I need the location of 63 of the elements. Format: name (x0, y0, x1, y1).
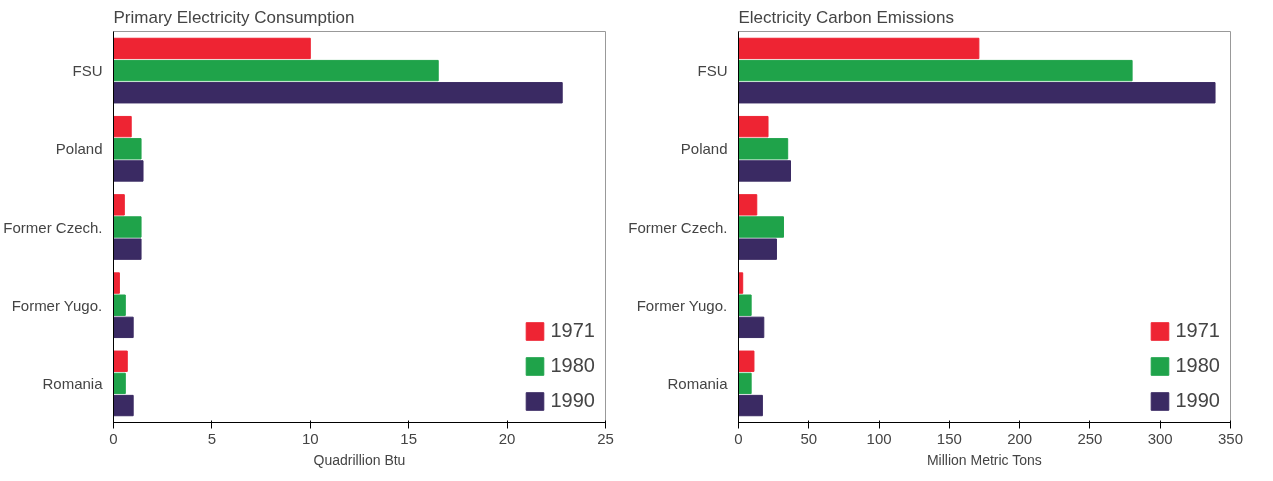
legend-label: 1971 (550, 319, 595, 342)
bar (738, 160, 792, 182)
y-tick-label: Former Czech. (3, 218, 103, 236)
bar (738, 216, 784, 238)
bar (738, 316, 765, 339)
y-tick-label: Poland (55, 140, 103, 158)
bar (738, 59, 1133, 82)
x-tick-label: 150 (936, 429, 962, 447)
bar (738, 115, 769, 138)
bar (113, 59, 439, 82)
y-tick-label: FSU (697, 62, 728, 80)
bar (113, 82, 563, 104)
x-tick-label: 0 (109, 429, 118, 447)
bar (113, 138, 142, 160)
legend-label: 1990 (1175, 389, 1220, 412)
bar (113, 350, 128, 372)
x-tick-label: 0 (734, 429, 743, 447)
legend-label: 1980 (550, 354, 595, 377)
bar (113, 316, 134, 339)
legend-label: 1980 (1175, 354, 1220, 377)
y-tick-label: Romania (667, 374, 729, 392)
y-tick-label: Poland (680, 140, 728, 158)
bar (113, 194, 125, 216)
x-tick-label: 350 (1217, 429, 1244, 447)
x-axis-title: Million Metric Tons (926, 451, 1042, 468)
x-tick-label: 5 (207, 429, 217, 447)
bar (113, 216, 142, 238)
legend-label: 1990 (550, 389, 595, 412)
bar (113, 372, 126, 395)
y-tick-label: Former Yugo. (636, 296, 728, 314)
bar (113, 160, 144, 182)
bar (738, 350, 755, 372)
bar (113, 115, 132, 138)
x-tick-label: 50 (800, 429, 818, 447)
y-tick-label: Former Yugo. (11, 296, 103, 314)
x-tick-label: 15 (400, 429, 418, 447)
bar (113, 294, 126, 316)
bar (738, 138, 789, 160)
bar (738, 372, 752, 395)
bar (113, 272, 120, 294)
x-tick-label: 10 (301, 429, 319, 447)
x-tick-label: 25 (597, 429, 614, 447)
x-tick-label: 250 (1077, 429, 1103, 447)
chart-title: Electricity Carbon Emissions (738, 7, 954, 27)
bar (113, 394, 134, 417)
bar (738, 37, 980, 60)
legend-label: 1971 (1175, 319, 1220, 342)
y-tick-label: Former Czech. (628, 218, 728, 236)
x-tick-label: 300 (1147, 429, 1173, 447)
x-tick-label: 100 (866, 429, 892, 447)
y-tick-label: FSU (72, 62, 103, 80)
bar (738, 394, 763, 417)
bar (738, 238, 777, 260)
x-tick-label: 20 (498, 429, 516, 447)
bar (738, 82, 1216, 104)
bar (738, 194, 758, 216)
bar (738, 294, 752, 316)
x-axis-title: Quadrillion Btu (313, 451, 406, 468)
bar (113, 37, 311, 60)
bar (113, 238, 142, 260)
y-tick-label: Romania (42, 374, 104, 392)
chart-title: Primary Electricity Consumption (113, 7, 355, 27)
x-tick-label: 200 (1007, 429, 1033, 447)
